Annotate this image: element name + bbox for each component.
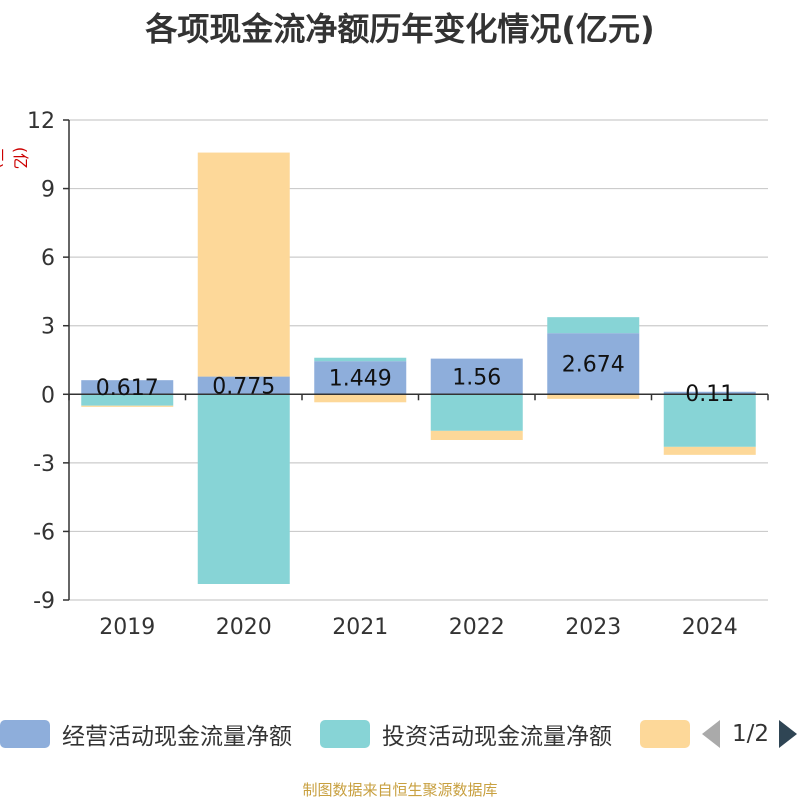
x-tick-label-2022: 2022 [449,615,505,640]
legend: 经营活动现金流量净额 投资活动现金流量净额 1/2 [0,716,800,752]
bar-2019-series-0 [81,380,174,395]
y-tick-label: 0 [41,383,55,408]
x-tick-label-2019: 2019 [99,615,155,640]
data-label-2020: 0.775 [212,374,275,399]
bar-2024-series-1 [663,394,756,447]
bar-2023-series-2 [547,394,640,399]
y-tick-label: -9 [33,589,55,614]
y-tick-label: 3 [41,315,55,340]
data-label-2022: 1.56 [452,365,501,390]
bar-2020-series-2 [197,152,290,377]
legend-swatch-financing [640,720,690,748]
bar-2021-series-1 [314,357,407,362]
legend-label-operating: 经营活动现金流量净额 [62,724,292,750]
y-tick-label: 12 [27,109,55,134]
data-label-2023: 2.674 [562,353,625,378]
data-label-2021: 1.449 [329,367,392,392]
data-label-2024: 0.11 [685,382,734,407]
bar-2019-series-1 [81,394,174,406]
data-label-2019: 0.617 [96,376,159,401]
x-tick-label-2023: 2023 [565,615,621,640]
chart-title: 各项现金流净额历年变化情况(亿元) [145,10,655,48]
bar-2021-series-2 [314,394,407,403]
bar-2021-series-0 [314,361,407,395]
legend-next-icon[interactable] [779,720,798,748]
data-source-note: 制图数据来自恒生聚源数据库 [302,781,498,799]
bar-2024-series-2 [663,446,756,455]
x-tick-label-2024: 2024 [682,615,738,640]
legend-item-financing[interactable] [640,716,690,752]
y-tick-label: -6 [33,520,55,545]
chart-canvas: -9 -6 -3 0 3 6 9 12 0.617 0.775 1.449 1.56 2.674 0.11… [27,109,769,640]
bar-2020-series-1 [197,394,290,584]
y-tick-label: 9 [41,178,55,203]
bar-2023-series-1 [547,317,640,334]
legend-pager: 1/2 [702,716,798,752]
bar-2022-series-0 [430,358,523,395]
legend-item-investing[interactable]: 投资活动现金流量净额 [320,716,612,752]
bar-2023-series-0 [547,333,640,395]
legend-label-investing: 投资活动现金流量净额 [382,724,612,750]
y-tick-label: -3 [33,452,55,477]
bar-2019-series-2 [81,405,174,407]
legend-item-operating[interactable]: 经营活动现金流量净额 [0,716,292,752]
bar-2020-series-0 [197,376,290,395]
legend-prev-icon[interactable] [702,720,720,748]
bar-2022-series-1 [430,394,523,431]
bar-2022-series-2 [430,430,523,440]
x-tick-label-2020: 2020 [216,615,272,640]
y-tick-label: 6 [41,246,55,271]
legend-page-indicator: 1/2 [732,721,770,747]
bar-2024-series-0 [663,391,756,395]
x-tick-label-2021: 2021 [332,615,388,640]
legend-swatch-investing [320,720,370,748]
legend-swatch-operating [0,720,50,748]
